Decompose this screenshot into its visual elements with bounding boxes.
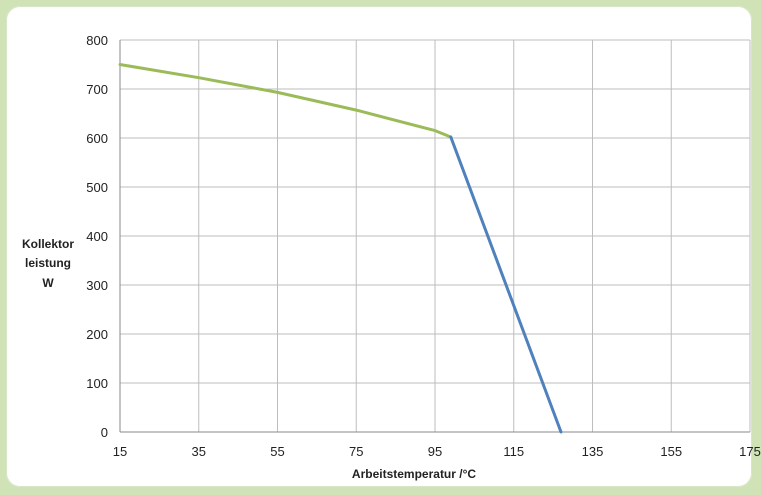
y-tick-label: 300 xyxy=(86,278,108,293)
chart-panel xyxy=(6,6,752,487)
y-tick-label: 400 xyxy=(86,229,108,244)
y-tick-label: 800 xyxy=(86,33,108,48)
x-tick-label: 35 xyxy=(192,444,206,459)
y-axis-label-line-2: leistung xyxy=(25,256,71,270)
series-line-2 xyxy=(449,135,563,434)
grid xyxy=(119,39,751,433)
y-tick-label: 100 xyxy=(86,376,108,391)
y-axis-label-line-1: Kollektor xyxy=(22,237,74,251)
x-tick-label: 155 xyxy=(660,444,682,459)
series-lines xyxy=(118,63,563,434)
x-tick-label: 175 xyxy=(739,444,761,459)
x-tick-label: 15 xyxy=(113,444,127,459)
y-tick-label: 700 xyxy=(86,82,108,97)
tick-labels: 0 100 200 300 400 500 600 700 800 15 35 55 75 95 115 13… xyxy=(86,33,761,459)
x-tick-label: 115 xyxy=(503,444,524,459)
x-tick-label: 135 xyxy=(582,444,604,459)
y-tick-label: 600 xyxy=(86,131,108,146)
x-tick-label: 75 xyxy=(349,444,363,459)
y-tick-label: 500 xyxy=(86,180,108,195)
y-axis-label-line-3: W xyxy=(42,276,54,290)
y-tick-label: 0 xyxy=(101,425,108,440)
series-line-1 xyxy=(118,63,453,139)
x-tick-label: 95 xyxy=(428,444,442,459)
axes xyxy=(119,40,750,433)
y-tick-label: 200 xyxy=(86,327,108,342)
x-tick-label: 55 xyxy=(270,444,284,459)
x-axis-label: Arbeitstemperatur /°C xyxy=(352,467,476,481)
